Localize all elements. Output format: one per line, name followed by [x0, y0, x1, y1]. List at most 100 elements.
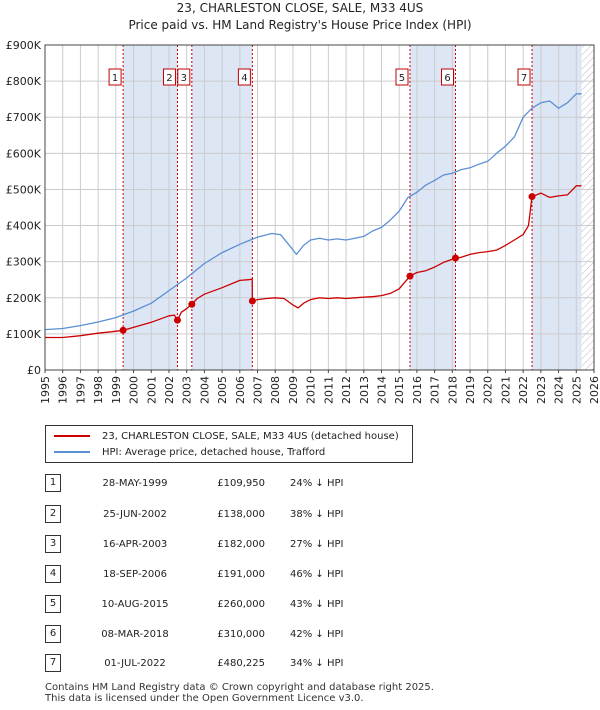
x-tick-label: 2025 — [570, 376, 583, 404]
footer: Contains HM Land Registry data © Crown c… — [45, 682, 434, 704]
sale-hpi-diff: 24% ↓ HPI — [290, 477, 344, 489]
plot-frame — [44, 44, 595, 371]
x-tick-label: 2020 — [482, 376, 495, 404]
sale-price: £191,000 — [217, 568, 265, 580]
forecast-hatch — [581, 45, 594, 370]
sale-price: £138,000 — [217, 508, 265, 520]
sale-date: 16-APR-2003 — [102, 538, 168, 550]
x-tick-label: 2011 — [322, 376, 335, 404]
x-tick-label: 2016 — [411, 376, 424, 404]
y-tick-label: £700K — [6, 111, 42, 124]
sale-marker-label: 3 — [181, 73, 187, 84]
x-tick-label: 2004 — [198, 376, 211, 404]
price-chart: 23, CHARLESTON CLOSE, SALE, M33 4US Pric… — [6, 1, 600, 404]
x-tick-label: 2018 — [446, 376, 459, 404]
x-tick-label: 1999 — [110, 376, 123, 404]
sale-number: 4 — [45, 565, 61, 583]
sale-marker-box — [395, 68, 409, 86]
y-tick-label: £500K — [6, 183, 42, 196]
x-tick-label: 2021 — [499, 376, 512, 404]
sale-marker-box — [108, 68, 122, 86]
x-tick-label: 2003 — [181, 376, 194, 404]
sale-marker-box — [237, 68, 251, 86]
sale-number: 7 — [45, 654, 61, 672]
legend-swatch-hpi — [54, 451, 90, 453]
sale-date: 28-MAY-1999 — [102, 477, 168, 489]
sale-marker-box — [517, 68, 531, 86]
x-tick-label: 2022 — [517, 376, 530, 404]
sale-point — [188, 300, 196, 308]
sale-price: £310,000 — [217, 628, 265, 640]
y-tick-label: £800K — [6, 75, 42, 88]
sale-marker-label: 4 — [241, 73, 247, 84]
x-tick-label: 1995 — [39, 376, 52, 404]
sale-hpi-diff: 38% ↓ HPI — [290, 508, 344, 520]
sale-hpi-diff: 27% ↓ HPI — [290, 538, 344, 550]
x-tick-label: 2017 — [429, 376, 442, 404]
sale-number: 6 — [45, 625, 61, 643]
sale-date: 08-MAR-2018 — [101, 628, 169, 640]
y-tick-label: £400K — [6, 220, 42, 233]
x-tick-label: 2006 — [234, 376, 247, 404]
chart-title-line1: 23, CHARLESTON CLOSE, SALE, M33 4US — [177, 1, 424, 15]
sale-hpi-diff: 42% ↓ HPI — [290, 628, 344, 640]
sale-hpi-diff: 46% ↓ HPI — [290, 568, 344, 580]
sale-marker-label: 1 — [112, 73, 118, 84]
legend-item-property: 23, CHARLESTON CLOSE, SALE, M33 4US (det… — [54, 428, 399, 444]
footer-licence: This data is licensed under the Open Gov… — [45, 693, 364, 704]
footer-copyright: Contains HM Land Registry data © Crown c… — [45, 682, 434, 693]
sale-date: 01-JUL-2022 — [104, 657, 166, 669]
sale-point — [452, 254, 460, 262]
y-tick-label: £900K — [6, 39, 42, 52]
sale-price: £260,000 — [217, 598, 265, 610]
x-tick-label: 2026 — [588, 376, 600, 404]
sale-price: £480,225 — [217, 657, 265, 669]
sale-point — [248, 297, 256, 305]
shaded-span — [532, 45, 582, 370]
x-tick-label: 2008 — [269, 376, 282, 404]
x-tick-label: 2015 — [393, 376, 406, 404]
legend-item-hpi: HPI: Average price, detached house, Traf… — [54, 444, 325, 460]
sale-point — [173, 316, 181, 324]
sale-marker-label: 2 — [166, 73, 172, 84]
sale-number: 5 — [45, 595, 61, 613]
legend-label-hpi: HPI: Average price, detached house, Traf… — [102, 446, 326, 458]
sale-number: 3 — [45, 535, 61, 553]
sale-point — [406, 272, 414, 280]
sale-price: £109,950 — [217, 477, 265, 489]
sale-marker-box — [441, 68, 455, 86]
legend: 23, CHARLESTON CLOSE, SALE, M33 4US (det… — [45, 425, 413, 463]
x-tick-label: 2024 — [553, 376, 566, 404]
x-tick-label: 1997 — [74, 376, 87, 404]
x-tick-label: 2000 — [128, 376, 141, 404]
y-tick-label: £300K — [6, 256, 42, 269]
sale-date: 25-JUN-2002 — [103, 508, 167, 520]
x-tick-label: 2013 — [358, 376, 371, 404]
x-tick-label: 2007 — [252, 376, 265, 404]
y-tick-label: £200K — [6, 292, 42, 305]
sale-point — [528, 193, 536, 201]
hpi-line — [44, 93, 582, 331]
sale-marker-label: 6 — [444, 73, 450, 84]
x-tick-label: 1998 — [92, 376, 105, 404]
sale-marker-label: 7 — [521, 73, 527, 84]
sale-marker-box — [162, 68, 176, 86]
sale-point — [119, 326, 127, 334]
shaded-span — [409, 45, 456, 370]
sale-number: 2 — [45, 505, 61, 523]
y-tick-label: £100K — [6, 328, 42, 341]
sale-hpi-diff: 34% ↓ HPI — [290, 657, 344, 669]
x-tick-label: 2019 — [464, 376, 477, 404]
x-tick-label: 2001 — [145, 376, 158, 404]
sale-date: 18-SEP-2006 — [103, 568, 167, 580]
sale-marker-box — [177, 68, 191, 86]
x-tick-label: 2012 — [340, 376, 353, 404]
sale-number: 1 — [45, 474, 61, 492]
x-tick-label: 2009 — [287, 376, 300, 404]
sale-marker-label: 5 — [399, 73, 405, 84]
x-tick-label: 2005 — [216, 376, 229, 404]
x-tick-label: 2002 — [163, 376, 176, 404]
x-tick-label: 2023 — [535, 376, 548, 404]
x-tick-label: 1996 — [57, 376, 70, 404]
y-tick-label: £0 — [27, 364, 41, 377]
